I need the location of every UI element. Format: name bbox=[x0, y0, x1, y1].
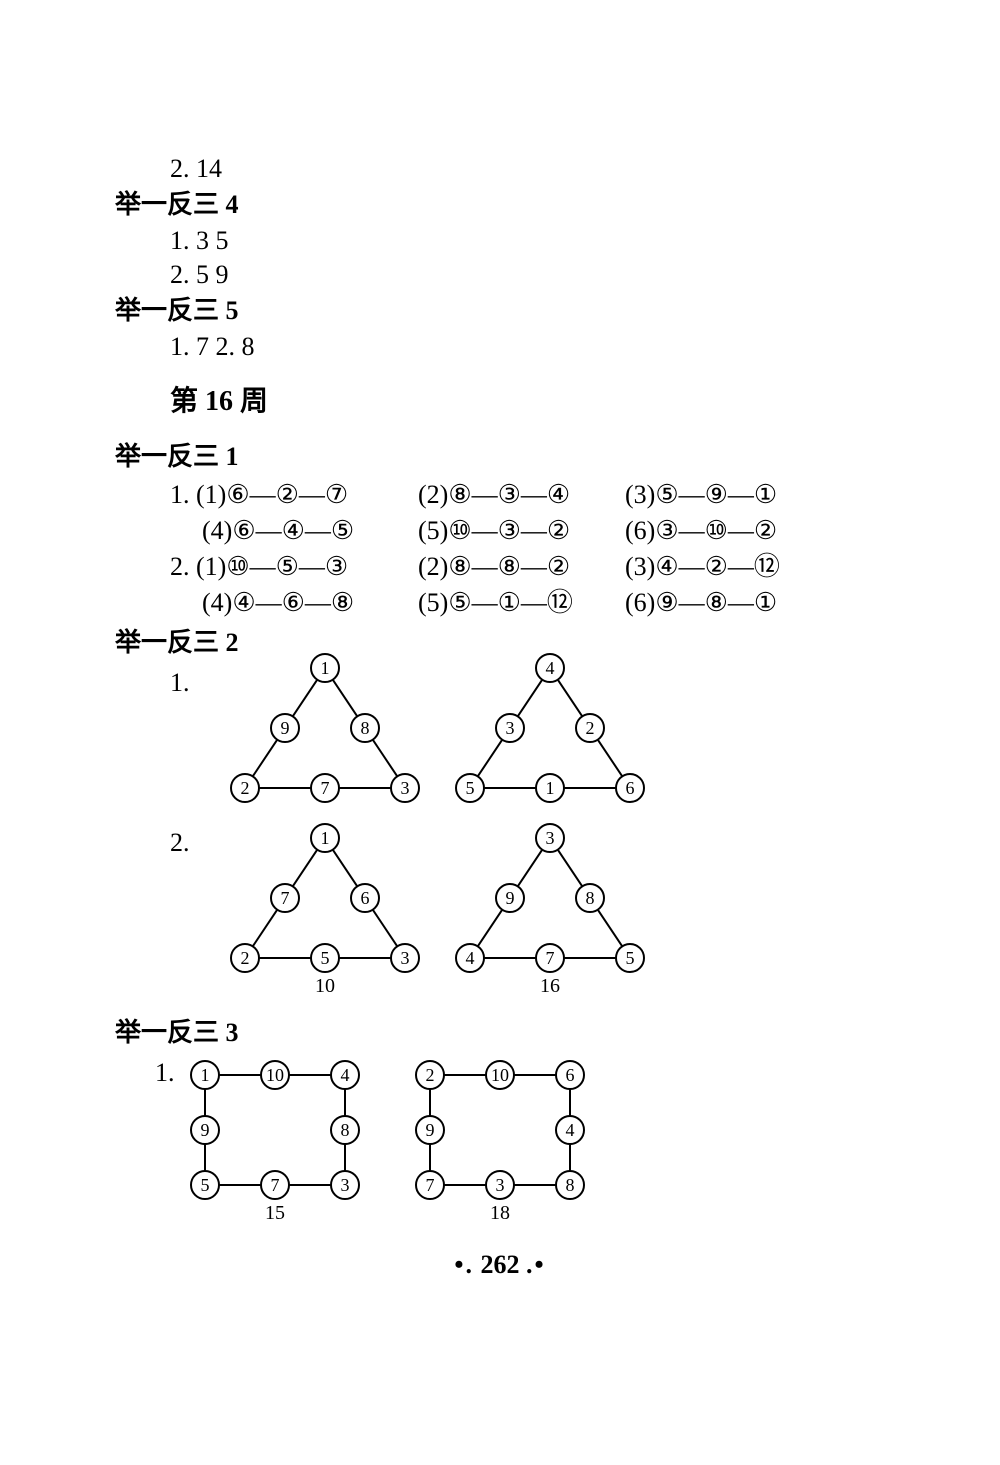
svg-text:10: 10 bbox=[491, 1065, 509, 1085]
svg-text:16: 16 bbox=[540, 975, 560, 997]
svg-text:7: 7 bbox=[426, 1175, 435, 1195]
svg-text:8: 8 bbox=[586, 888, 595, 908]
svg-text:9: 9 bbox=[506, 888, 515, 908]
svg-text:5: 5 bbox=[626, 948, 635, 968]
svg-text:15: 15 bbox=[265, 1202, 285, 1224]
svg-text:7: 7 bbox=[271, 1175, 280, 1195]
triangle-diagram-4: 3 9 8 4 7 5 16 bbox=[440, 820, 660, 1010]
svg-text:4: 4 bbox=[466, 948, 475, 968]
svg-text:5: 5 bbox=[466, 778, 475, 798]
answer-cell: (2)⑧—⑧—② bbox=[418, 554, 570, 580]
svg-text:3: 3 bbox=[401, 778, 410, 798]
answer-line: 2. 14 bbox=[170, 156, 222, 182]
footer-dot-right: .• bbox=[526, 1250, 546, 1279]
svg-text:9: 9 bbox=[201, 1120, 210, 1140]
svg-text:7: 7 bbox=[281, 888, 290, 908]
svg-text:2: 2 bbox=[241, 948, 250, 968]
footer-dot-left: •. bbox=[454, 1250, 474, 1279]
answer-cell: 1. (1)⑥—②—⑦ bbox=[170, 482, 348, 508]
svg-text:1: 1 bbox=[321, 658, 330, 678]
item-label: 1. bbox=[170, 670, 190, 696]
svg-text:6: 6 bbox=[626, 778, 635, 798]
week-heading: 第 16 周 bbox=[170, 388, 268, 416]
answer-line: 1. 7 2. 8 bbox=[170, 334, 255, 360]
page-number: •. 262 .• bbox=[0, 1250, 1000, 1280]
section-1-heading: 举一反三 1 bbox=[115, 444, 239, 470]
svg-text:1: 1 bbox=[546, 778, 555, 798]
svg-text:3: 3 bbox=[341, 1175, 350, 1195]
svg-text:5: 5 bbox=[321, 948, 330, 968]
svg-text:6: 6 bbox=[566, 1065, 575, 1085]
svg-text:3: 3 bbox=[496, 1175, 505, 1195]
square-diagram-1: 1 10 4 9 8 5 7 3 15 bbox=[175, 1055, 375, 1240]
svg-text:10: 10 bbox=[315, 975, 335, 997]
svg-text:2: 2 bbox=[586, 718, 595, 738]
section-3-heading: 举一反三 3 bbox=[115, 1020, 239, 1046]
svg-text:2: 2 bbox=[241, 778, 250, 798]
page: { "page_number": "262", "top": { "l1": "… bbox=[0, 0, 1000, 1465]
svg-text:6: 6 bbox=[361, 888, 370, 908]
triangle-diagram-2: 4 3 2 5 1 6 bbox=[440, 650, 660, 810]
item-label: 1. bbox=[155, 1060, 175, 1086]
answer-cell: (6)⑨—⑧—① bbox=[625, 590, 777, 616]
item-label: 2. bbox=[170, 830, 190, 856]
answer-cell: (5)⑩—③—② bbox=[418, 518, 570, 544]
svg-text:9: 9 bbox=[281, 718, 290, 738]
answer-cell: (2)⑧—③—④ bbox=[418, 482, 570, 508]
answer-line: 2. 5 9 bbox=[170, 262, 229, 288]
heading-5: 举一反三 5 bbox=[115, 298, 239, 324]
page-number-value: 262 bbox=[481, 1250, 520, 1279]
svg-text:4: 4 bbox=[546, 658, 555, 678]
triangle-diagram-1: 1 9 8 2 7 3 bbox=[215, 650, 435, 810]
svg-text:8: 8 bbox=[341, 1120, 350, 1140]
answer-cell: (6)③—⑩—② bbox=[625, 518, 777, 544]
svg-text:1: 1 bbox=[321, 828, 330, 848]
svg-text:4: 4 bbox=[341, 1065, 350, 1085]
svg-text:3: 3 bbox=[401, 948, 410, 968]
svg-text:7: 7 bbox=[321, 778, 330, 798]
triangle-diagram-3: 1 7 6 2 5 3 10 bbox=[215, 820, 435, 1010]
square-diagram-2: 2 10 6 9 4 7 3 8 18 bbox=[400, 1055, 600, 1240]
svg-text:3: 3 bbox=[506, 718, 515, 738]
answer-cell: (4)⑥—④—⑤ bbox=[202, 518, 354, 544]
answer-cell: (4)④—⑥—⑧ bbox=[202, 590, 354, 616]
answer-cell: (3)⑤—⑨—① bbox=[625, 482, 777, 508]
svg-text:1: 1 bbox=[201, 1065, 210, 1085]
svg-text:3: 3 bbox=[546, 828, 555, 848]
svg-text:5: 5 bbox=[201, 1175, 210, 1195]
svg-text:10: 10 bbox=[266, 1065, 284, 1085]
svg-text:9: 9 bbox=[426, 1120, 435, 1140]
svg-text:4: 4 bbox=[566, 1120, 575, 1140]
svg-text:8: 8 bbox=[566, 1175, 575, 1195]
heading-4: 举一反三 4 bbox=[115, 192, 239, 218]
answer-cell: 2. (1)⑩—⑤—③ bbox=[170, 554, 348, 580]
answer-cell: (5)⑤—①—⑫ bbox=[418, 590, 573, 616]
answer-line: 1. 3 5 bbox=[170, 228, 229, 254]
svg-text:8: 8 bbox=[361, 718, 370, 738]
svg-text:18: 18 bbox=[490, 1202, 510, 1224]
answer-cell: (3)④—②—⑫ bbox=[625, 554, 780, 580]
svg-text:7: 7 bbox=[546, 948, 555, 968]
svg-text:2: 2 bbox=[426, 1065, 435, 1085]
